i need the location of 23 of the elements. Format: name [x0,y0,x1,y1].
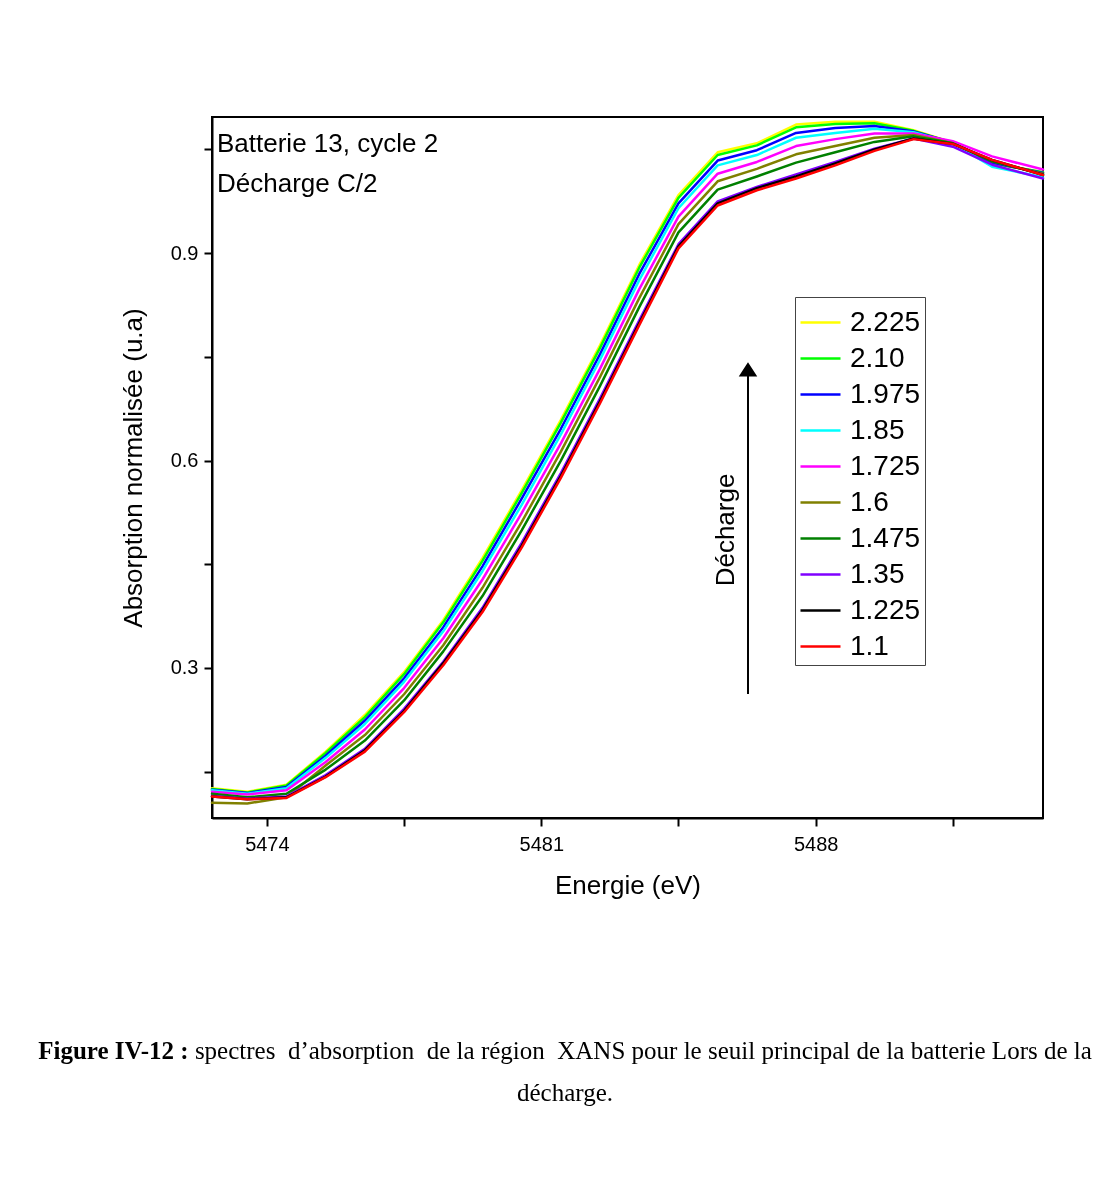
text: Figure IV-12 : [38,1037,189,1064]
text: spectres d’absorption de la région XANS pour le seuil principal de la batterie Lors de la décharge. [194,1037,1092,1106]
x-tick-label: 5474 [245,832,290,855]
legend-label: 1.1 [850,629,889,661]
legend-label: 2.225 [850,305,921,337]
legend-label: 1.225 [850,593,921,625]
legend-label: 1.475 [850,521,921,553]
legend-label: 2.10 [850,341,905,373]
legend-label: 1.85 [850,413,905,445]
y-tick-label: 0.3 [170,656,199,679]
x-tick-label: 5481 [519,832,565,855]
x-tick-label: 5488 [793,832,839,855]
legend-label: 1.35 [850,557,905,589]
annotation: Batterie 13, cycle 2 [217,128,439,158]
legend-label: 1.725 [850,449,921,481]
x-axis-title: Energie (eV) [555,869,701,900]
legend-label: 1.6 [850,485,889,517]
annotation: Décharge C/2 [217,168,378,198]
y-tick-label: 0.9 [170,241,199,264]
y-tick-label: 0.6 [170,449,199,472]
annotation: Décharge [710,473,740,587]
legend-label: 1.975 [850,377,921,409]
y-axis-title: Absorption normalisée (u.a) [117,308,148,628]
